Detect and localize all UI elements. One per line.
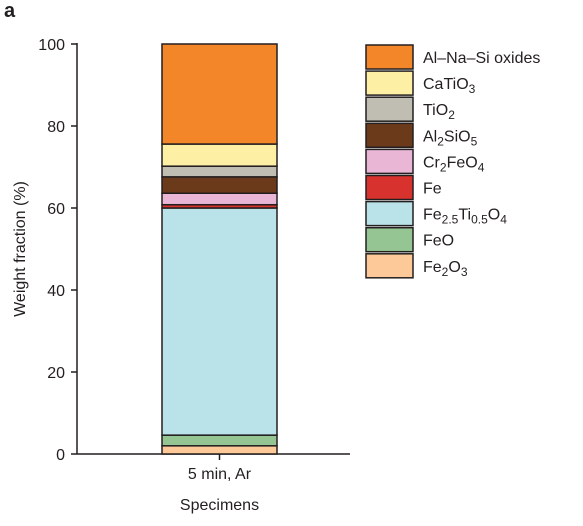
legend-label: Fe [423,181,442,198]
legend-label: CaTiO3 [423,76,476,96]
legend-swatch [365,174,414,201]
legend-swatch [365,70,414,96]
legend-swatch [365,200,414,227]
y-axis-label: Weight fraction (%) [12,181,29,317]
legend-swatch [365,122,414,149]
legend-swatch [365,96,414,122]
legend-label: Al–Na–Si oxides [423,50,540,67]
y-tick-label: 40 [47,283,65,300]
y-tick-label: 20 [47,365,65,382]
legend-swatch [365,253,414,279]
y-tick-label: 0 [56,447,65,464]
legend-label: Fe2O3 [423,259,468,279]
panel-label: a [4,0,16,22]
y-tick-label: 100 [38,37,65,54]
y-tick-label: 80 [47,119,65,136]
legend-label: Cr2FeO4 [423,154,485,174]
bar-segment-4 [161,192,278,206]
legend-swatch [365,44,414,70]
legend: Al–Na–Si oxides CaTiO3 TiO2 Al2SiO5 Cr2FeO4 F… [365,44,540,279]
bar-segment-0 [161,445,278,455]
bar-segment-7 [161,143,278,167]
legend-swatch [365,226,414,253]
bar-segment-1 [161,434,278,447]
legend-label: TiO2 [423,102,455,122]
bar-stack [161,43,278,455]
x-tick-label: 5 min, Ar [188,466,252,483]
bar-segment-2 [161,207,278,436]
legend-label: Al2SiO5 [423,128,478,148]
y-tick-label: 60 [47,201,65,218]
axes: 0 20 40 60 80 100 Weight fraction (%) 5 min, Ar… [12,37,350,514]
bar-segment-8 [161,43,278,145]
legend-label: Fe2.5Ti0.5O4 [423,207,507,227]
bar-segment-6 [161,165,278,178]
bar-segment-5 [161,176,278,194]
legend-swatch [365,148,414,175]
legend-label: FeO [423,233,454,250]
x-axis-label: Specimens [180,497,259,514]
